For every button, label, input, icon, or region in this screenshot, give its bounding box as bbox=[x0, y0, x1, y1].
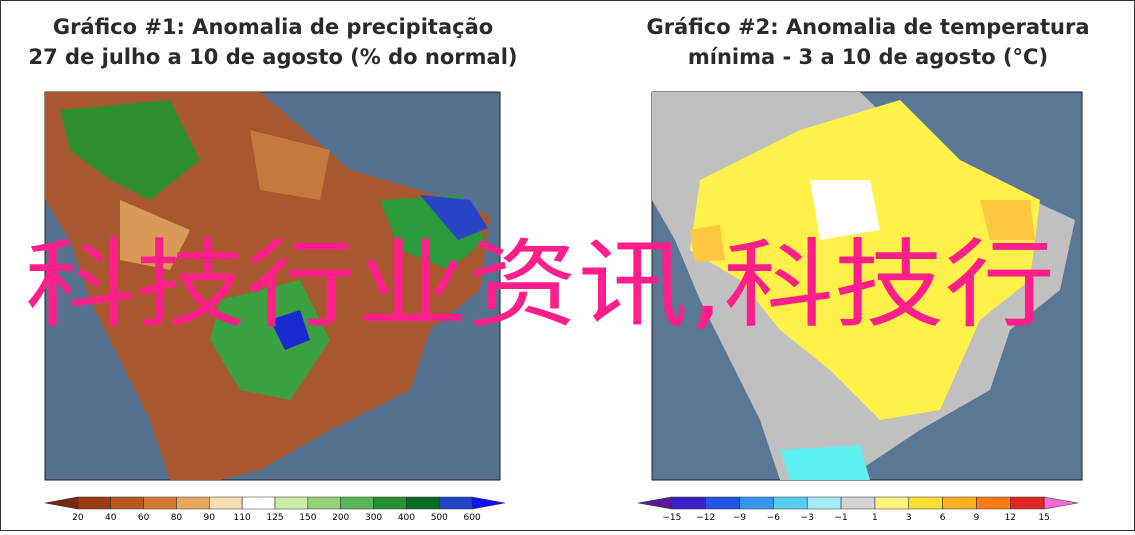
legend-tick-label: 500 bbox=[431, 513, 448, 523]
legend-tick-label: 12 bbox=[1005, 513, 1016, 523]
legend-tick-label: 60 bbox=[138, 513, 150, 523]
legend-swatch bbox=[976, 496, 1011, 510]
legend-swatch bbox=[840, 496, 876, 510]
legend-tick-label: −3 bbox=[801, 513, 814, 523]
legend-swatch bbox=[307, 496, 342, 510]
subtitle: 27 de julho a 10 de agosto (% do normal) bbox=[29, 45, 518, 69]
legend-swatch bbox=[471, 496, 506, 510]
legend-tick-label: 15 bbox=[1038, 513, 1049, 523]
legend-swatch bbox=[110, 496, 144, 510]
legend-tick-label: 3 bbox=[906, 513, 912, 523]
legend-swatch bbox=[1043, 496, 1079, 510]
legend-tick-label: −1 bbox=[834, 513, 847, 523]
legend-swatch bbox=[671, 496, 706, 510]
legend-tick-label: 6 bbox=[940, 513, 946, 523]
legend-swatch bbox=[340, 496, 374, 510]
legend-swatch bbox=[406, 496, 440, 510]
legend-tick-label: 20 bbox=[72, 513, 84, 523]
legend-tick-label: 600 bbox=[464, 513, 481, 523]
legend-swatch bbox=[274, 496, 309, 510]
legend-swatch bbox=[806, 496, 842, 510]
legend-tick-label: 200 bbox=[332, 513, 349, 523]
legend-swatch bbox=[373, 496, 407, 510]
legend-swatch bbox=[705, 496, 740, 510]
legend-swatch bbox=[739, 496, 774, 510]
legend-tick-label: 300 bbox=[365, 513, 382, 523]
legend-swatch bbox=[874, 496, 910, 510]
legend-swatch bbox=[1010, 496, 1045, 510]
legend-swatch bbox=[942, 496, 977, 510]
legend-swatch bbox=[241, 496, 276, 510]
legend-tick-label: 125 bbox=[266, 513, 283, 523]
legend-tick-label: 110 bbox=[234, 513, 251, 523]
legend-tick-label: 9 bbox=[974, 513, 980, 523]
legend-tick-label: −15 bbox=[662, 513, 681, 523]
legend-tick-label: −6 bbox=[767, 513, 781, 523]
legend-swatch bbox=[208, 496, 243, 510]
legend-tick-label: 40 bbox=[105, 513, 117, 523]
watermark: 科技行业资讯,科技行 bbox=[25, 229, 1055, 341]
legend-tick-label: −9 bbox=[733, 513, 747, 523]
legend-tick-label: 400 bbox=[398, 513, 415, 523]
legend-tick-label: 1 bbox=[872, 513, 878, 523]
subtitle: mínima - 3 a 10 de agosto (°C) bbox=[688, 45, 1048, 69]
legend-tick-label: 150 bbox=[299, 513, 316, 523]
map-temperature bbox=[651, 91, 1083, 481]
legend-swatch bbox=[438, 496, 473, 510]
legend-swatch bbox=[176, 496, 210, 510]
legend-tick-label: 80 bbox=[171, 513, 183, 523]
title: Gráfico #1: Anomalia de precipitação bbox=[53, 15, 493, 39]
title: Gráfico #2: Anomalia de temperatura bbox=[646, 15, 1089, 39]
legend-swatch bbox=[908, 496, 943, 510]
legend-tick-label: 90 bbox=[204, 513, 216, 523]
legend-swatch bbox=[773, 496, 808, 510]
legend-swatch bbox=[77, 496, 112, 510]
legend-tick-label: −12 bbox=[696, 513, 715, 523]
map-precipitation bbox=[44, 91, 501, 481]
legend-swatch bbox=[143, 496, 177, 510]
